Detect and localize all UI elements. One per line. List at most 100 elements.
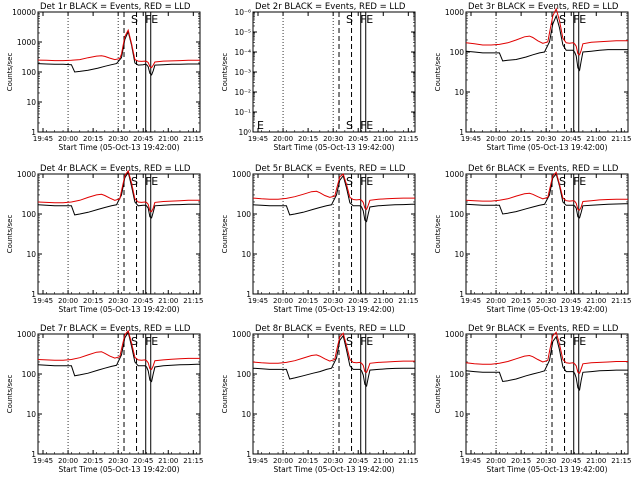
x-tick-label: 20:00 (486, 297, 506, 305)
marker-f: F (145, 13, 151, 26)
x-tick-label: 21:15 (398, 457, 418, 465)
x-tick-label: 20:15 (511, 457, 531, 465)
x-tick-label: 19:45 (248, 297, 268, 305)
x-tick-label: 20:00 (58, 457, 78, 465)
x-tick-label: 20:15 (511, 135, 531, 143)
x-tick-label: 20:15 (83, 297, 103, 305)
y-tick-label: 100 (450, 210, 465, 219)
marker-bottom-f: F (360, 119, 366, 132)
x-tick-label: 20:15 (298, 135, 318, 143)
x-tick-label: 20:15 (298, 457, 318, 465)
chart-title: Det 3r BLACK = Events, RED = LLD (468, 2, 619, 12)
chart-title: Det 1r BLACK = Events, RED = LLD (40, 2, 191, 12)
y-axis-label: Counts/sec (434, 215, 442, 254)
x-tick-label: 21:15 (183, 135, 203, 143)
chart-title: Det 7r BLACK = Events, RED = LLD (40, 324, 191, 334)
x-tick-label: 20:30 (323, 297, 343, 305)
x-tick-label: 19:45 (461, 135, 481, 143)
x-tick-label: 21:00 (373, 457, 393, 465)
marker-e: E (579, 175, 586, 188)
x-tick-label: 21:15 (611, 457, 631, 465)
y-tick-label: 100 (22, 68, 37, 77)
y-tick-label: 1 (459, 290, 464, 299)
plot-frame (252, 173, 416, 295)
x-tick-label: 20:15 (298, 297, 318, 305)
x-tick-label: 20:45 (133, 135, 153, 143)
x-tick-label: 20:30 (323, 135, 343, 143)
plot-frame (252, 11, 416, 133)
y-axis-label: Counts/sec (221, 215, 229, 254)
y-axis-label: Counts/sec (6, 53, 14, 92)
marker-e: E (579, 13, 586, 26)
y-tick-label: 1000 (445, 8, 464, 17)
y-tick-label: 10 (26, 410, 36, 419)
x-tick-label: 20:45 (133, 457, 153, 465)
chart-title: Det 5r BLACK = Events, RED = LLD (255, 164, 406, 174)
series-line-lld (37, 28, 200, 69)
x-tick-label: 21:15 (183, 457, 203, 465)
series-line-events (252, 334, 415, 387)
x-tick-label: 21:15 (183, 297, 203, 305)
marker-s: S (131, 13, 138, 26)
marker-s: S (131, 175, 138, 188)
y-axis-label: Counts/sec (6, 215, 14, 254)
y-tick-label: 10⁰ (238, 128, 251, 137)
y-tick-label: 10 (454, 88, 464, 97)
y-tick-label: 100 (450, 370, 465, 379)
y-tick-label: 10⁻⁴ (234, 48, 251, 57)
series-line-events (465, 335, 628, 392)
y-tick-label: 100 (450, 48, 465, 57)
y-tick-label: 1000 (17, 38, 36, 47)
marker-e: E (151, 13, 158, 26)
y-axis-label: Counts/sec (434, 375, 442, 414)
y-tick-label: 10 (454, 410, 464, 419)
series-line-events (37, 30, 200, 76)
series-line-lld (252, 173, 415, 211)
x-tick-label: 21:00 (373, 135, 393, 143)
marker-e: E (579, 335, 586, 348)
x-tick-label: 20:00 (486, 135, 506, 143)
x-tick-label: 20:30 (108, 457, 128, 465)
marker-s: S (559, 175, 566, 188)
marker-s: S (346, 175, 353, 188)
chart-panel-6: Det 6r BLACK = Events, RED = LLD 1 10 100 10… (434, 164, 631, 314)
marker-bottom-left-e: E (257, 119, 264, 132)
y-axis-label: Counts/sec (434, 53, 442, 92)
x-tick-label: 21:00 (158, 457, 178, 465)
x-axis-label: Start Time (05-Oct-13 19:42:00) (486, 143, 607, 152)
chart-panel-7: Det 7r BLACK = Events, RED = LLD 1 10 100 10… (6, 324, 203, 474)
x-tick-label: 21:15 (611, 297, 631, 305)
series-line-lld (465, 171, 628, 211)
x-tick-label: 20:45 (133, 297, 153, 305)
y-tick-label: 1000 (232, 330, 251, 339)
y-tick-label: 10 (241, 250, 251, 259)
marker-f: F (573, 13, 579, 26)
marker-f: F (360, 335, 366, 348)
x-tick-label: 20:00 (486, 457, 506, 465)
series-line-lld (37, 169, 200, 213)
x-tick-label: 20:15 (511, 297, 531, 305)
y-tick-label: 1 (246, 290, 251, 299)
y-tick-label: 1000 (232, 170, 251, 179)
y-tick-label: 1 (459, 450, 464, 459)
x-axis-label: Start Time (05-Oct-13 19:42:00) (58, 143, 179, 152)
plot-frame (252, 333, 416, 455)
plot-frame (37, 333, 201, 455)
marker-e: E (366, 335, 373, 348)
x-tick-label: 20:00 (273, 297, 293, 305)
x-tick-label: 21:15 (398, 135, 418, 143)
x-tick-label: 20:45 (348, 135, 368, 143)
marker-e: E (366, 13, 373, 26)
x-tick-label: 21:00 (586, 135, 606, 143)
y-tick-label: 10 (26, 250, 36, 259)
y-tick-label: 10⁻⁵ (234, 28, 251, 37)
y-tick-label: 1 (459, 128, 464, 137)
x-tick-label: 21:00 (373, 297, 393, 305)
plot-frame (465, 11, 629, 133)
x-tick-label: 20:30 (323, 457, 343, 465)
x-tick-label: 20:30 (108, 135, 128, 143)
marker-s: S (559, 13, 566, 26)
marker-s: S (346, 13, 353, 26)
marker-f: F (360, 175, 366, 188)
chart-panel-8: Det 8r BLACK = Events, RED = LLD 1 10 100 10… (221, 324, 418, 474)
